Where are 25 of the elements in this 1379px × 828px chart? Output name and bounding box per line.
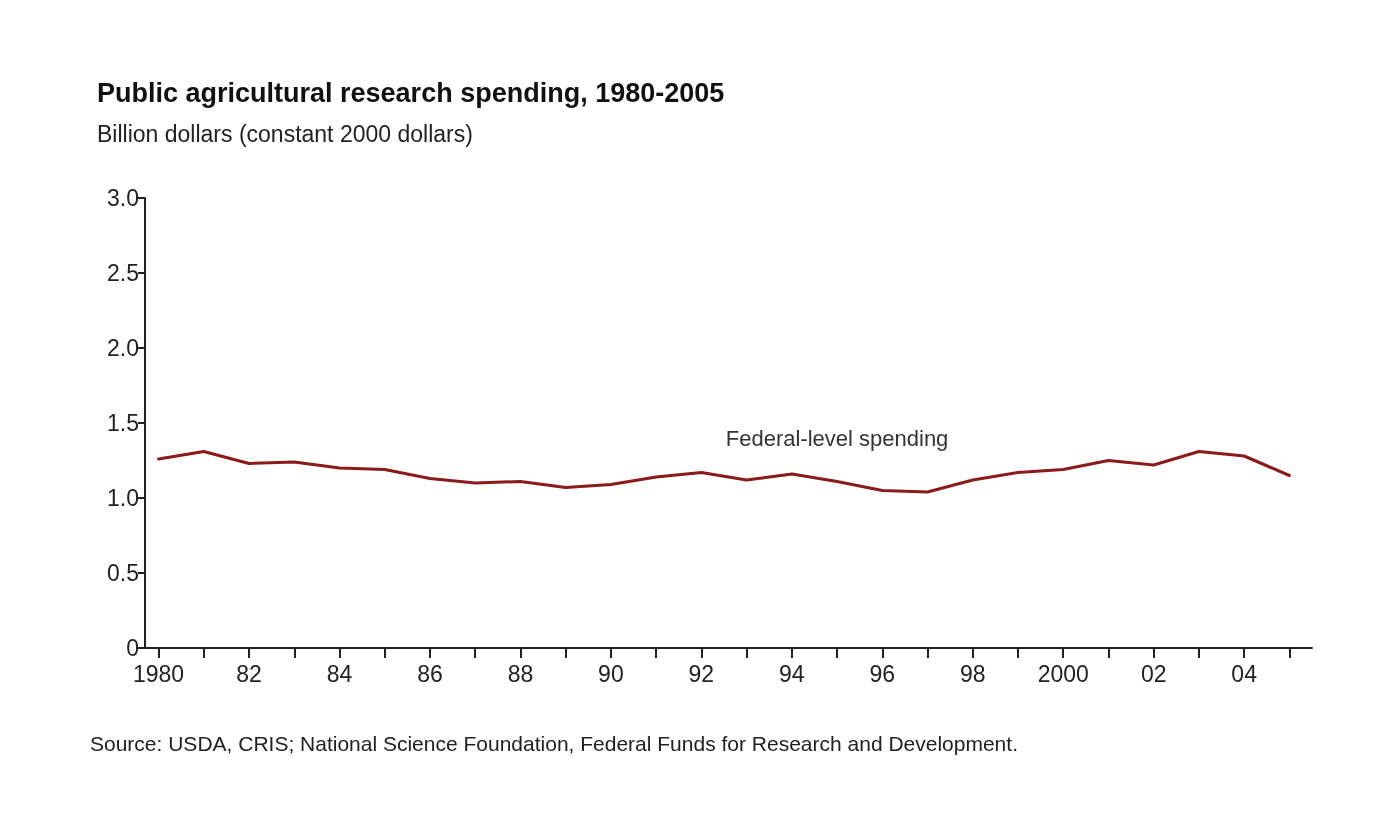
y-tick-label: 2.0 [107,335,139,361]
y-tick-label: 3.0 [107,185,139,211]
x-tick-label: 94 [779,660,805,687]
y-tick-label: 1.0 [107,485,139,511]
y-tick-label: 1.5 [107,410,139,436]
x-tick-label: 88 [507,660,534,687]
x-tick-label: 98 [959,660,986,687]
x-tick-label: 84 [326,660,353,687]
x-tick-label: 90 [598,660,624,687]
x-tick-label: 96 [869,660,896,687]
chart-subtitle: Billion dollars (constant 2000 dollars) [97,120,473,147]
series-label: Federal-level spending [725,426,949,451]
source-note: Source: USDA, CRIS; National Science Foundation, Federal Funds for Research and Development. [90,731,1018,755]
x-tick-label: 04 [1231,660,1258,687]
y-tick-label: 2.5 [107,260,139,286]
y-tick-label: 0.5 [107,560,139,586]
chart-title: Public agricultural research spending, 1980-2005 [97,77,725,108]
line-series [157,450,1291,494]
x-tick-label: 2000 [1037,660,1089,687]
x-tick-label: 86 [417,660,443,687]
x-tick-label: 92 [688,660,715,687]
x-tick-label: 02 [1140,660,1167,687]
x-tick-label: 1980 [132,660,185,687]
y-tick-label: 0 [126,635,139,661]
x-tick-label: 82 [236,660,262,687]
